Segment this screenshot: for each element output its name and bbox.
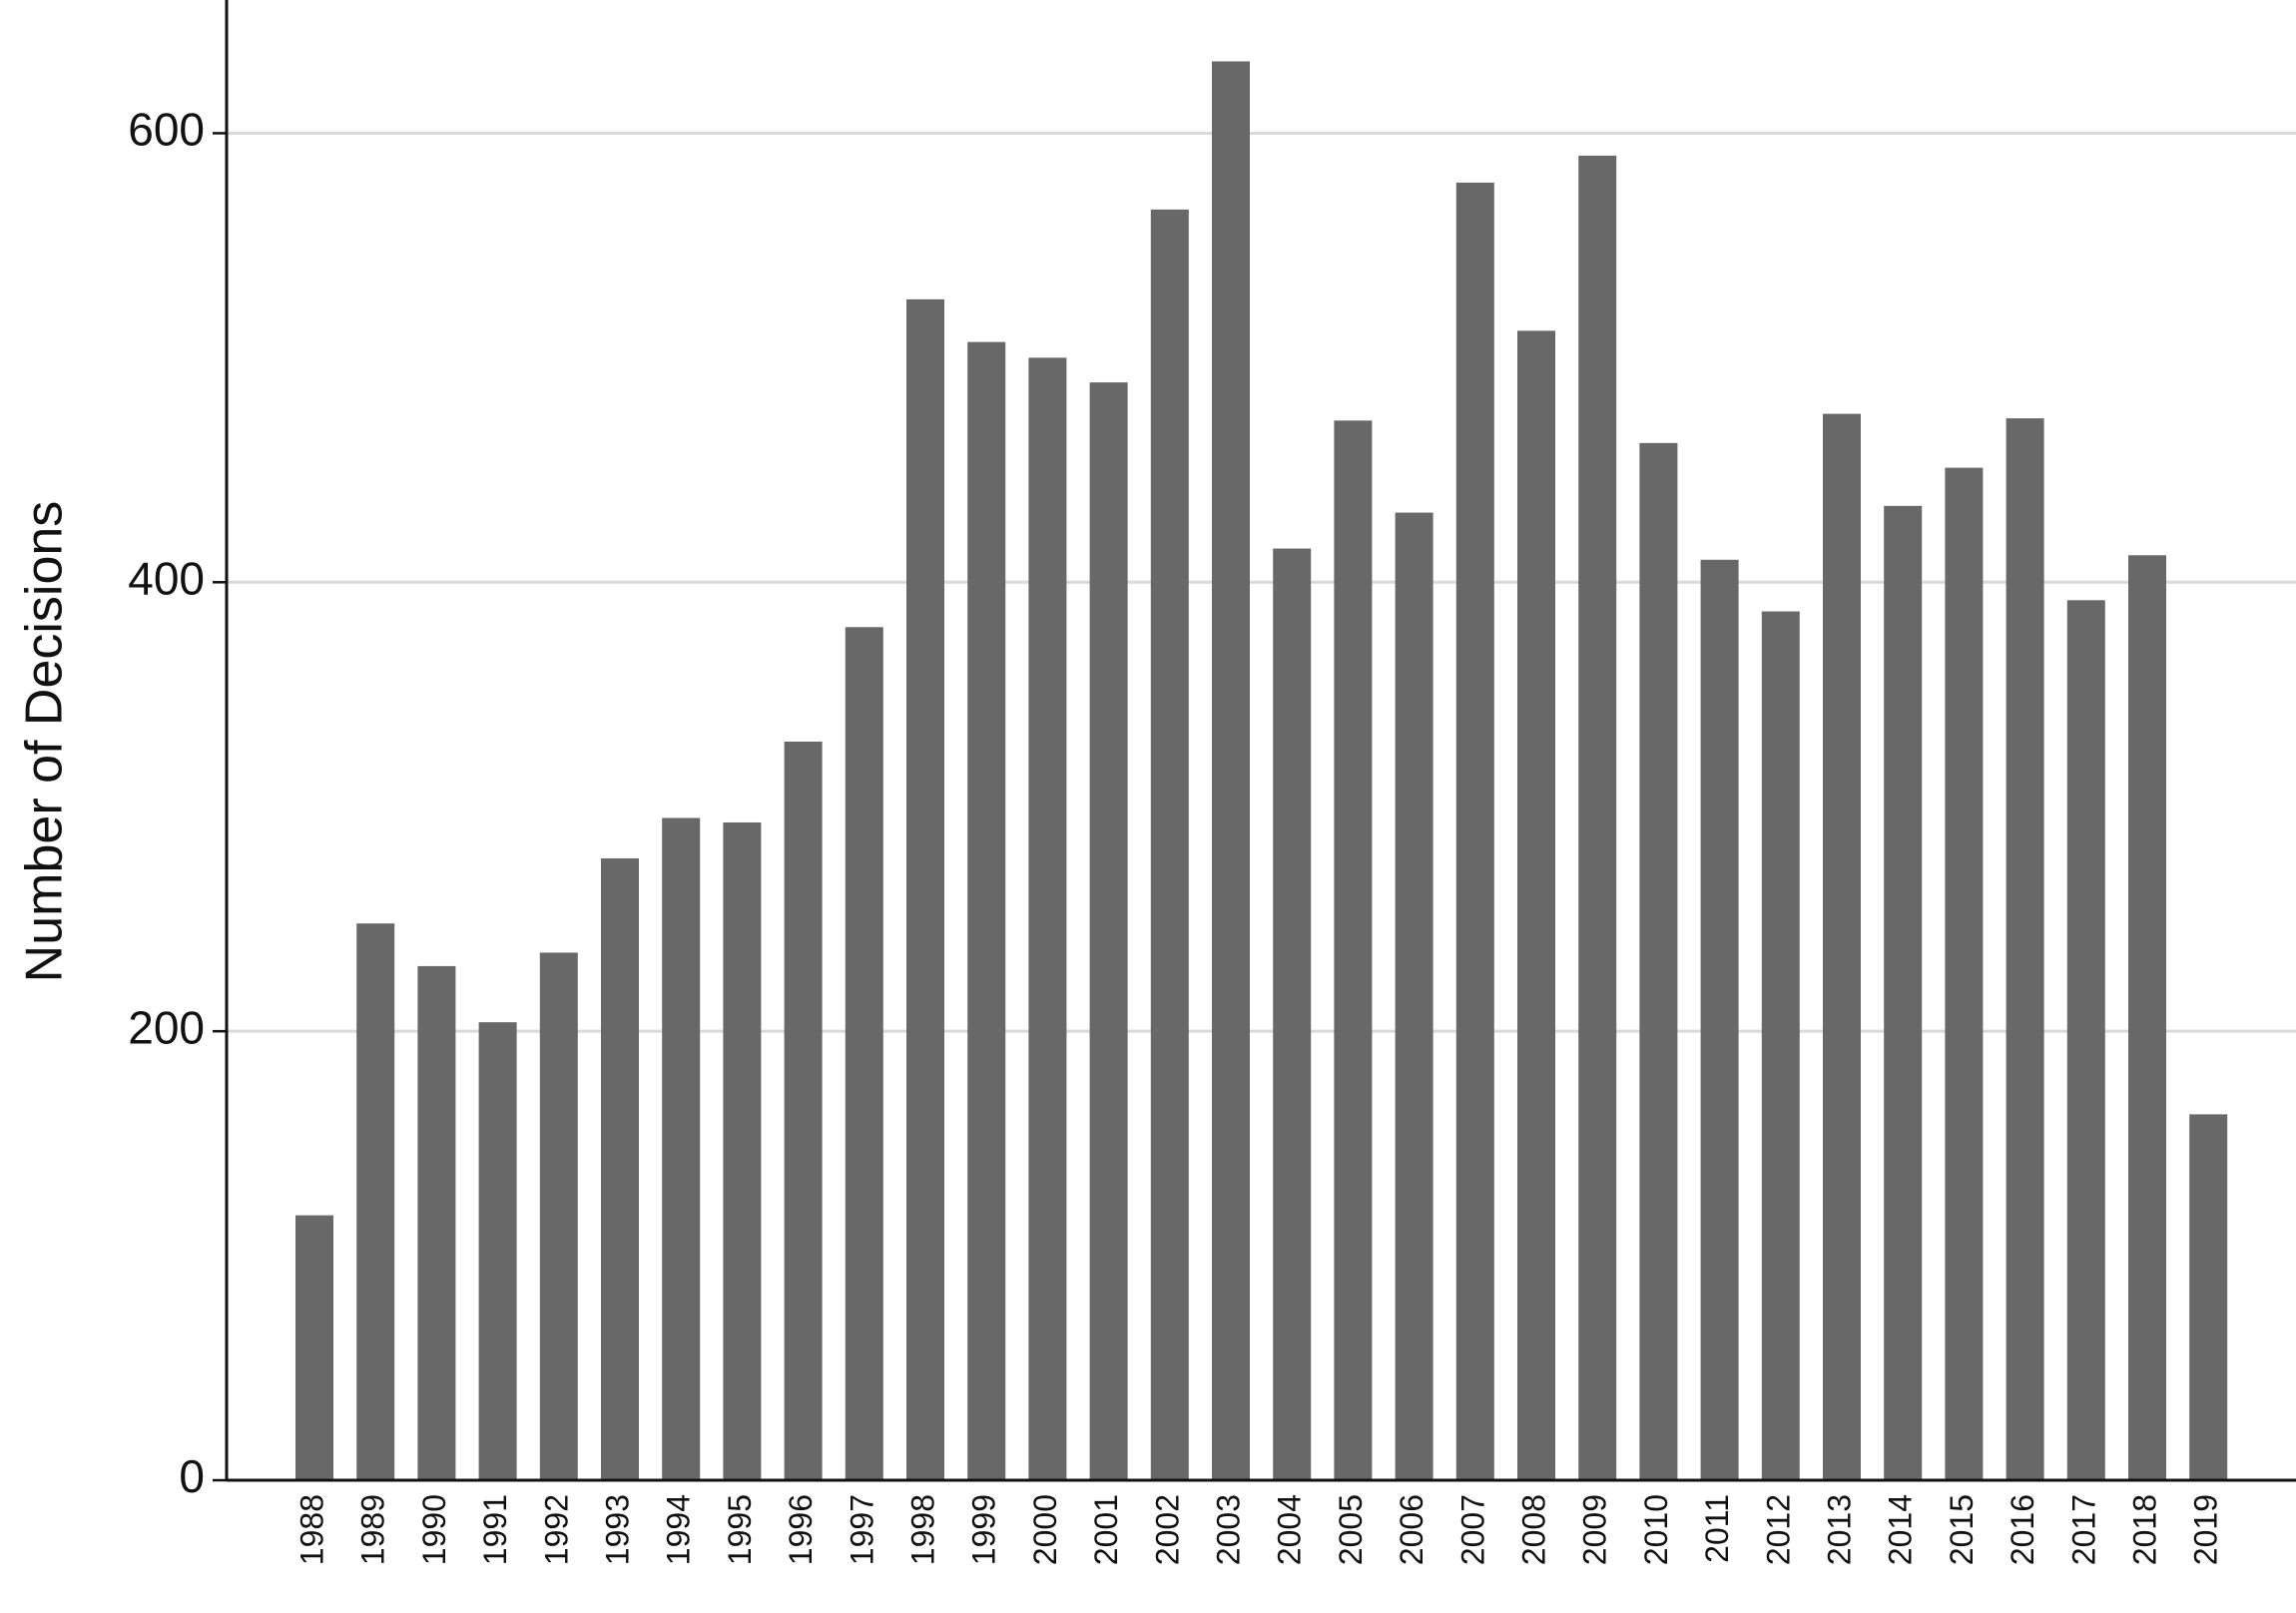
- x-tick-label: 2018: [2126, 1494, 2162, 1565]
- x-tick-label: 1999: [966, 1494, 1002, 1565]
- bar: [478, 1022, 517, 1480]
- x-tick-label: 2001: [1088, 1494, 1124, 1565]
- bar: [539, 952, 578, 1480]
- x-tick-label: 2012: [1760, 1494, 1796, 1565]
- x-tick-label: 2006: [1394, 1494, 1430, 1565]
- y-tick-label: 400: [128, 552, 205, 604]
- bar: [1455, 182, 1494, 1480]
- x-tick-label: 2005: [1333, 1494, 1369, 1565]
- bar: [1823, 413, 1861, 1480]
- y-tick-label: 200: [128, 1001, 205, 1053]
- bar: [1578, 155, 1617, 1480]
- x-tick-label: 1990: [416, 1494, 452, 1565]
- x-tick-label: 1995: [722, 1494, 758, 1565]
- x-tick-label: 2009: [1577, 1494, 1613, 1565]
- x-tick-label: 1993: [599, 1494, 635, 1565]
- bar: [784, 742, 823, 1480]
- y-axis-label: Number of Decisions: [16, 501, 74, 983]
- x-tick-label: 2007: [1454, 1494, 1490, 1565]
- bar: [2066, 600, 2105, 1480]
- bar: [1089, 382, 1128, 1480]
- bar: [845, 627, 883, 1480]
- x-tick-label: 2011: [1699, 1494, 1735, 1563]
- x-tick-label: 2017: [2065, 1494, 2101, 1565]
- x-tick-label: 1998: [904, 1494, 940, 1565]
- x-tick-label: 1997: [844, 1494, 879, 1565]
- bar: [295, 1215, 333, 1480]
- x-tick-label: 1996: [783, 1494, 819, 1565]
- bar: [417, 965, 456, 1480]
- bar: [1945, 467, 1984, 1480]
- bar: [1334, 420, 1373, 1481]
- bar: [2128, 555, 2166, 1480]
- bar: [1273, 548, 1312, 1480]
- x-tick-label: 1994: [661, 1494, 697, 1565]
- bar: [1639, 442, 1678, 1480]
- x-tick-label: 2014: [1883, 1494, 1919, 1565]
- bar: [662, 817, 701, 1480]
- bar: [1761, 611, 1800, 1480]
- bar: [601, 857, 639, 1480]
- bar: [1395, 512, 1434, 1480]
- bar: [1150, 209, 1189, 1481]
- bar: [906, 298, 944, 1481]
- x-tick-label: 2004: [1272, 1494, 1308, 1565]
- bar: [2189, 1114, 2228, 1480]
- x-tick-label: 2019: [2188, 1494, 2224, 1565]
- x-tick-label: 2003: [1210, 1494, 1246, 1565]
- bar: [967, 341, 1006, 1480]
- x-tick-label: 2002: [1149, 1494, 1185, 1565]
- y-tick-label: 600: [128, 104, 205, 156]
- x-tick-label: 2013: [1821, 1494, 1857, 1565]
- bar: [2006, 418, 2044, 1481]
- x-tick-label: 2015: [1944, 1494, 1980, 1565]
- bar: [356, 923, 395, 1480]
- x-tick-label: 2000: [1027, 1494, 1063, 1565]
- bar: [1028, 357, 1067, 1481]
- x-tick-label: 2016: [2005, 1494, 2040, 1565]
- x-tick-label: 2010: [1638, 1494, 1674, 1565]
- bar: [1884, 505, 1923, 1480]
- bar: [1517, 330, 1555, 1481]
- bar: [1700, 559, 1739, 1480]
- x-tick-label: 1989: [355, 1494, 391, 1565]
- x-tick-label: 2008: [1515, 1494, 1551, 1565]
- x-tick-label: 1988: [293, 1494, 329, 1565]
- bar: [1212, 61, 1250, 1481]
- x-tick-label: 1991: [477, 1494, 513, 1565]
- bar: [723, 821, 762, 1480]
- y-tick-label: 0: [179, 1450, 205, 1502]
- x-tick-label: 1992: [538, 1494, 574, 1565]
